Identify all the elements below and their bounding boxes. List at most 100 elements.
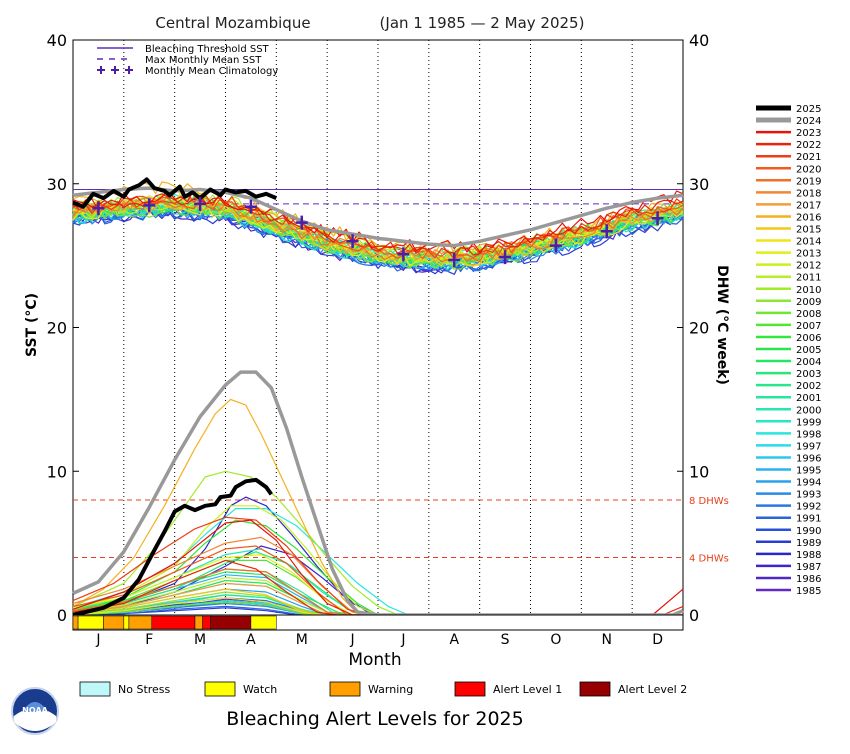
month-tick-label: M bbox=[296, 632, 308, 648]
dhw-line-2023 bbox=[72, 519, 684, 616]
y-tick-label-left: 40 bbox=[47, 31, 67, 50]
dhw-threshold-label: 4 DHWs bbox=[689, 554, 729, 565]
alert-bar-segment bbox=[202, 615, 211, 630]
year-legend-label: 1995 bbox=[796, 466, 821, 477]
year-legend-label: 1989 bbox=[796, 538, 821, 549]
legend-label: Bleaching Threshold SST bbox=[145, 44, 270, 55]
month-tick-label: J bbox=[95, 632, 100, 648]
year-legend-label: 2011 bbox=[796, 273, 821, 284]
dhw-line-2021 bbox=[72, 516, 683, 616]
year-legend-label: 2017 bbox=[796, 200, 821, 211]
alert-legend-label: Alert Level 2 bbox=[618, 683, 687, 696]
alert-bar-segment bbox=[103, 615, 125, 630]
climatology-markers bbox=[92, 196, 664, 267]
y-axis-left-title: SST (°C) bbox=[24, 293, 40, 357]
chart-date-range: (Jan 1 1985 — 2 May 2025) bbox=[380, 14, 585, 32]
sst-line-2021 bbox=[72, 192, 684, 260]
year-legend-label: 1996 bbox=[796, 453, 821, 464]
year-legend-label: 1999 bbox=[796, 417, 821, 428]
alert-legend-swatch bbox=[329, 681, 361, 697]
year-legend-label: 2019 bbox=[796, 176, 821, 187]
year-legend-label: 1992 bbox=[796, 502, 821, 513]
month-tick-label: A bbox=[246, 632, 256, 648]
year-legend-label: 2018 bbox=[796, 188, 821, 199]
dhw-line-2006 bbox=[72, 519, 683, 616]
climatology-marker bbox=[194, 196, 207, 211]
alert-legend-title: Bleaching Alert Levels for 2025 bbox=[226, 708, 523, 730]
sst-line-1989 bbox=[72, 210, 684, 275]
dhw-line-2019 bbox=[72, 568, 683, 616]
year-legend-label: 1998 bbox=[796, 429, 821, 440]
alert-legend-swatch bbox=[79, 681, 111, 697]
sst-line-2017 bbox=[72, 197, 684, 263]
x-axis-title: Month bbox=[348, 650, 401, 670]
year-legend-label: 1991 bbox=[796, 514, 821, 525]
year-legend-label: 1993 bbox=[796, 490, 821, 501]
month-tick-label: D bbox=[652, 632, 663, 648]
alert-legend-label: Watch bbox=[243, 683, 277, 696]
chart-title: Central Mozambique bbox=[155, 14, 310, 32]
y-tick-label-right: 0 bbox=[689, 606, 699, 625]
alert-bar-segment bbox=[77, 615, 104, 630]
sst-series bbox=[72, 177, 684, 275]
y-tick-label-right: 30 bbox=[689, 175, 709, 194]
y-tick-label-right: 10 bbox=[689, 462, 709, 481]
alert-legend-swatch bbox=[204, 681, 236, 697]
alert-legend-swatch bbox=[579, 681, 611, 697]
y-tick-label-right: 20 bbox=[689, 319, 709, 338]
alert-legend-swatch bbox=[454, 681, 486, 697]
legend-climatology-swatch bbox=[125, 66, 133, 74]
year-legend-label: 2010 bbox=[796, 285, 821, 296]
year-legend-label: 1988 bbox=[796, 550, 821, 561]
year-legend: 2025202420232022202120202019201820172016… bbox=[756, 104, 821, 597]
legend-climatology-swatch bbox=[111, 66, 119, 74]
legend-label: Monthly Mean Climatology bbox=[145, 66, 278, 77]
year-legend-label: 2002 bbox=[796, 381, 821, 392]
dhw-line-2013 bbox=[72, 553, 683, 616]
dhw-line-2024 bbox=[72, 370, 684, 617]
year-legend-label: 2025 bbox=[796, 104, 821, 115]
month-tick-label: O bbox=[550, 632, 561, 648]
climatology-marker bbox=[346, 234, 359, 249]
year-legend-label: 1994 bbox=[796, 478, 821, 489]
month-tick-label: S bbox=[501, 632, 510, 648]
month-tick-label: N bbox=[602, 632, 612, 648]
year-legend-label: 2009 bbox=[796, 297, 821, 308]
year-legend-label: 2016 bbox=[796, 212, 821, 223]
month-grid bbox=[123, 40, 633, 615]
year-legend-label: 2022 bbox=[796, 140, 821, 151]
year-legend-label: 2023 bbox=[796, 128, 821, 139]
year-legend-label: 2013 bbox=[796, 249, 821, 260]
dhw-line-2025 bbox=[72, 477, 273, 617]
axes: 0 0 10 10 20 20 30 30 40 40 J F M A M J J A S O N D bbox=[47, 31, 710, 648]
dhw-line-2015 bbox=[72, 588, 683, 616]
y-tick-label-left: 0 bbox=[57, 606, 67, 625]
year-legend-label: 2005 bbox=[796, 345, 821, 356]
legend-label: Max Monthly Mean SST bbox=[145, 55, 262, 66]
alert-bar-segment bbox=[72, 615, 79, 630]
climatology-marker bbox=[651, 211, 664, 226]
climatology-marker bbox=[143, 198, 156, 213]
year-legend-label: 2007 bbox=[796, 321, 821, 332]
year-legend-label: 1986 bbox=[796, 574, 821, 585]
sst-line-2023 bbox=[72, 189, 684, 253]
climatology-marker bbox=[600, 224, 613, 239]
month-tick-label: J bbox=[400, 632, 405, 648]
year-legend-label: 1987 bbox=[796, 562, 821, 573]
year-legend-label: 2024 bbox=[796, 116, 821, 127]
alert-bar-segment bbox=[210, 615, 252, 630]
alert-bar-segment bbox=[194, 615, 203, 630]
sst-line-2014 bbox=[72, 201, 684, 267]
y-axis-right-title: DHW (°C week) bbox=[714, 265, 730, 385]
noaa-logo: NOAA bbox=[11, 687, 59, 735]
month-tick-label: J bbox=[350, 632, 355, 648]
year-legend-label: 2000 bbox=[796, 405, 821, 416]
month-tick-label: F bbox=[145, 632, 153, 648]
y-tick-label-left: 20 bbox=[47, 319, 67, 338]
climatology-marker bbox=[244, 199, 257, 214]
alert-bar-segment bbox=[123, 615, 130, 630]
year-legend-label: 2008 bbox=[796, 309, 821, 320]
dhw-threshold-label: 8 DHWs bbox=[689, 496, 729, 507]
month-tick-label: A bbox=[449, 632, 459, 648]
